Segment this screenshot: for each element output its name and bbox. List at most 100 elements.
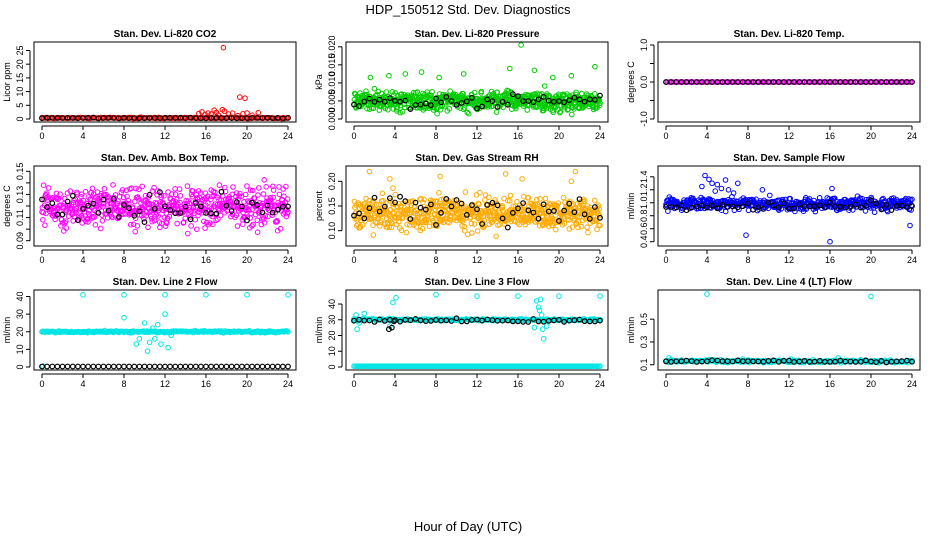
data-point [568, 72, 575, 79]
data-point [668, 79, 674, 85]
data-point [277, 225, 284, 232]
data-point [125, 197, 131, 204]
scatter-points [39, 44, 291, 122]
data-point [387, 195, 393, 202]
data-point [592, 204, 598, 210]
y-tick-label: -1.0 [639, 111, 649, 127]
data-point [244, 292, 250, 298]
data-point [586, 215, 593, 222]
data-point [474, 206, 480, 213]
data-point [110, 182, 116, 188]
data-point [555, 200, 562, 206]
data-point [188, 223, 194, 229]
data-point [215, 216, 221, 222]
data-point [873, 79, 879, 85]
data-point [458, 200, 465, 207]
data-point [95, 198, 101, 204]
data-point [499, 205, 506, 211]
data-point [203, 292, 209, 298]
data-point [176, 186, 183, 192]
data-point [177, 363, 184, 370]
x-tick-label: 16 [201, 379, 211, 389]
x-tick-label: 8 [121, 379, 126, 389]
data-point [155, 321, 161, 328]
data-point [80, 205, 86, 212]
x-tick-label: 20 [554, 379, 564, 389]
x-tick-label: 4 [392, 255, 397, 265]
data-point [371, 194, 378, 201]
panel-title: Stan. Dev. Line 2 Flow [113, 277, 218, 288]
data-point [240, 221, 246, 227]
data-point [504, 224, 511, 231]
data-point [581, 318, 588, 325]
data-point [571, 94, 578, 101]
data-point [893, 79, 900, 85]
data-point [59, 211, 66, 218]
data-point [192, 199, 199, 206]
data-point [356, 210, 363, 217]
data-point [873, 200, 879, 207]
data-point [781, 200, 787, 207]
data-point [210, 221, 216, 228]
data-point [270, 194, 277, 201]
plot-frame [33, 165, 297, 247]
data-point [403, 229, 410, 236]
data-point [525, 98, 532, 104]
data-point [448, 318, 455, 324]
data-point [152, 336, 158, 342]
x-tick-label: 12 [160, 131, 170, 141]
y-axis-label: ml/min [314, 317, 324, 344]
x-tick-label: 20 [242, 379, 252, 389]
data-point [156, 363, 163, 370]
y-tick-label: 0 [15, 364, 25, 369]
data-point [557, 109, 563, 116]
data-point [816, 358, 823, 364]
chart-panel: Stan. Dev. Line 3 Flow ml/min 0 4 8 12 16 20 24 0… [314, 277, 609, 389]
data-point [494, 103, 501, 110]
chart-panel: Stan. Dev. Line 4 (LT) Flow ml/min 0 4 8 12 16… [626, 277, 921, 389]
data-point [64, 198, 71, 205]
y-tick-label: 0.5 [639, 313, 649, 326]
data-point [386, 72, 392, 79]
data-point [230, 184, 236, 190]
data-point [379, 190, 386, 197]
data-point [734, 204, 741, 211]
data-point [542, 195, 549, 202]
x-tick-label: 12 [784, 379, 794, 389]
data-point [434, 110, 440, 117]
data-point [58, 222, 64, 229]
data-point [507, 65, 513, 72]
plot-frame [657, 41, 921, 123]
scatter-points [39, 177, 291, 237]
data-point [390, 299, 396, 306]
data-point [371, 85, 378, 92]
data-point [167, 363, 174, 370]
data-point [241, 199, 247, 205]
data-point [693, 203, 700, 210]
y-tick-label: 5 [15, 103, 25, 108]
data-point [709, 180, 715, 187]
data-point [187, 114, 194, 121]
data-point [461, 227, 468, 234]
data-point [561, 207, 567, 214]
data-point [246, 203, 252, 209]
x-tick-label: 0 [351, 379, 356, 389]
data-point [386, 326, 392, 333]
data-point [285, 209, 291, 215]
data-point [244, 217, 250, 224]
data-point [909, 358, 915, 365]
data-point [465, 110, 472, 117]
plot-frame [33, 41, 297, 123]
panel-title: Stan. Dev. Sample Flow [733, 153, 845, 164]
data-point [120, 194, 127, 201]
data-point [242, 95, 248, 101]
panel-title: Stan. Dev. Li-820 Pressure [415, 29, 540, 40]
data-point [74, 217, 81, 224]
data-point [463, 318, 470, 325]
data-point [510, 209, 516, 216]
data-point [478, 88, 485, 95]
data-point [90, 200, 97, 207]
scatter-points [351, 168, 603, 240]
data-point [538, 312, 545, 318]
data-point [745, 207, 752, 214]
